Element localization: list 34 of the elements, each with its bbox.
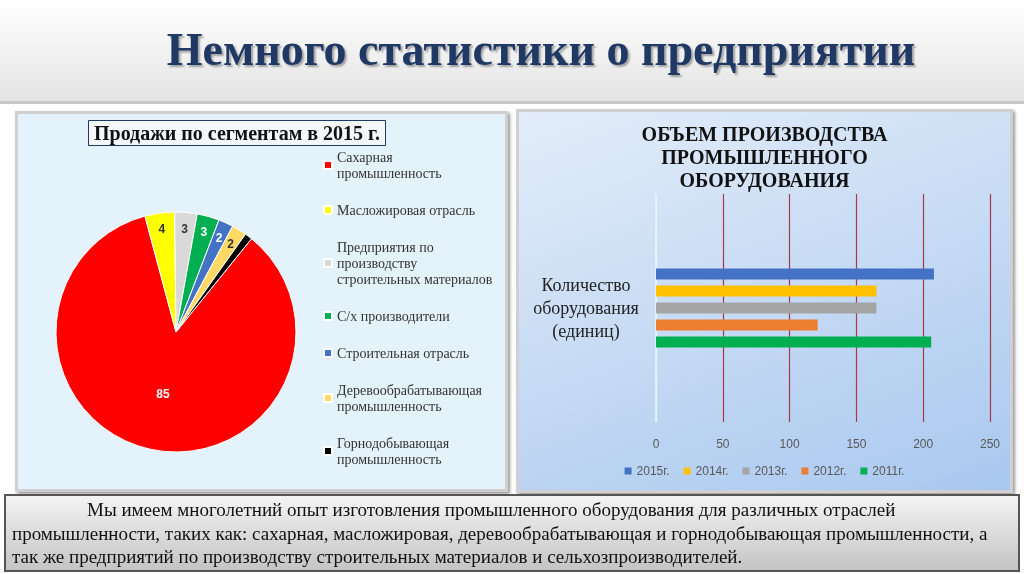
data-label: 2 <box>215 230 223 245</box>
legend-label: Строительная отрасль <box>337 345 470 361</box>
text: Немного статистики о предприятии <box>165 24 917 76</box>
legend-label: 2011г. <box>872 464 905 478</box>
legend-label: С/х производители <box>337 308 451 324</box>
legend-label: Предприятия по производству строительных материалов <box>337 239 493 287</box>
legend-label: Сахарная промышленность <box>337 149 442 181</box>
legend-label: 2013г. <box>754 464 788 478</box>
text: Продажи по сегментам в 2015 г. <box>94 122 380 145</box>
x-tick-label: 50 <box>716 437 730 451</box>
bar <box>656 268 934 280</box>
data-label: 3 <box>200 225 208 240</box>
data-label: 4 <box>158 222 166 237</box>
x-tick-label: 200 <box>913 437 934 451</box>
data-label: 3 <box>181 221 189 236</box>
x-tick-label: 0 <box>652 437 660 451</box>
legend-label: 2015г. <box>636 464 670 478</box>
bar <box>656 336 932 348</box>
y-tick-label: Количество оборудования (единиц) <box>533 275 639 342</box>
legend-label: Горнодобывающая промышленность <box>337 435 450 467</box>
bar <box>656 302 877 314</box>
chart-title: ОБЪЕМ ПРОИЗВОДСТВА ПРОМЫШЛЕННОГО ОБОРУДОВАНИЯ <box>641 122 888 192</box>
legend-label: 2014г. <box>695 464 729 478</box>
data-label: 85 <box>156 386 170 401</box>
text: Мы имеем многолетний опыт изготовления промышленного оборудования для различных отраслей промышленности, таких как: сахарная, масложировая, деревообрабатывающая и горнодобывающая промышленности, а так же предприятий по производству строительных материалов и сельхозпроизводителей. <box>6 496 1018 569</box>
legend-label: Масложировая отрасль <box>337 202 476 218</box>
legend-label: Деревообрабатывающая промышленность <box>337 382 483 414</box>
x-tick-label: 150 <box>846 437 867 451</box>
bar <box>656 285 877 297</box>
data-label: 2 <box>227 236 235 251</box>
legend-label: 2012г. <box>813 464 847 478</box>
x-tick-label: 100 <box>779 437 800 451</box>
x-tick-label: 250 <box>979 437 1001 451</box>
bar <box>656 319 818 331</box>
